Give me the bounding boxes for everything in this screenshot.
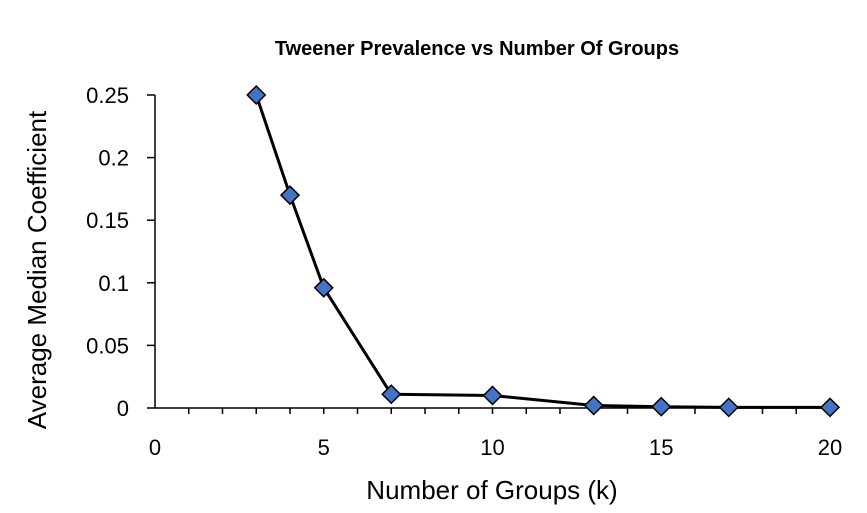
y-tick-label: 0.1 bbox=[98, 271, 129, 296]
y-ticks: 0 0.05 0.1 0.15 0.2 0.25 bbox=[86, 83, 155, 421]
y-tick-label: 0.2 bbox=[98, 146, 129, 171]
data-point bbox=[819, 397, 841, 418]
x-tick-label: 20 bbox=[818, 435, 842, 460]
series-lines bbox=[254, 94, 830, 409]
series-line bbox=[254, 94, 830, 409]
y-tick-label: 0.15 bbox=[86, 208, 129, 233]
data-point bbox=[381, 384, 402, 405]
y-axis-label: Average Median Coefficient bbox=[22, 110, 52, 429]
data-point bbox=[279, 185, 301, 206]
data-point bbox=[246, 84, 267, 106]
series-markers bbox=[246, 84, 841, 418]
data-point bbox=[651, 396, 672, 417]
y-tick-label: 0.25 bbox=[86, 83, 129, 108]
chart-title: Tweener Prevalence vs Number Of Groups bbox=[275, 38, 679, 60]
x-tick-label: 5 bbox=[318, 435, 330, 460]
data-point bbox=[583, 395, 604, 416]
x-tick-label: 0 bbox=[149, 435, 161, 460]
y-tick-label: 0.05 bbox=[86, 333, 129, 358]
axes bbox=[154, 95, 830, 409]
x-tick-label: 10 bbox=[480, 435, 504, 460]
data-point bbox=[482, 385, 503, 406]
data-point bbox=[313, 277, 334, 298]
data-point bbox=[718, 397, 739, 418]
x-tick-label: 15 bbox=[649, 435, 673, 460]
y-tick-label: 0 bbox=[117, 396, 129, 421]
x-axis-label: Number of Groups (k) bbox=[366, 475, 617, 505]
x-ticks: 0 5 10 15 20 bbox=[149, 408, 842, 460]
